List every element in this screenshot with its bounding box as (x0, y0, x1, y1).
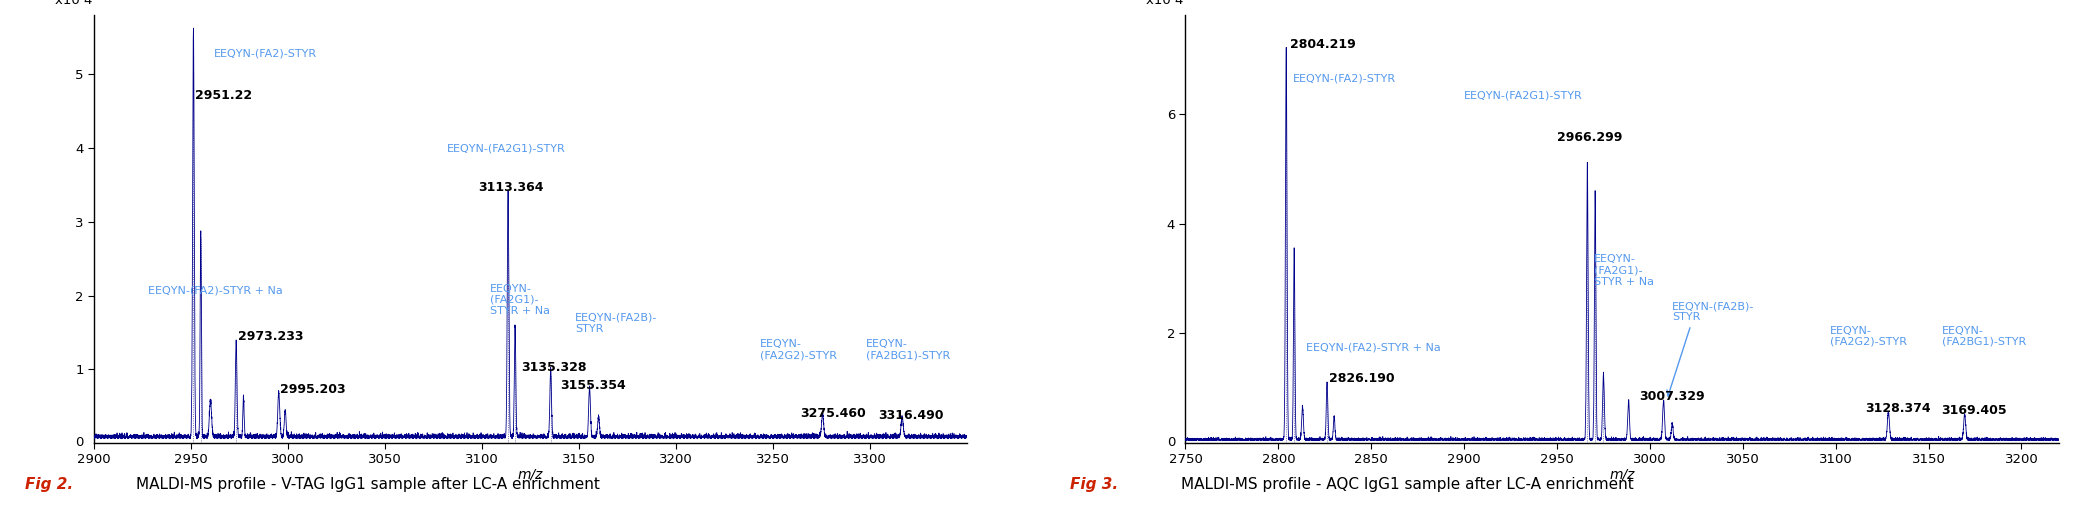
Text: EEQYN-
(FA2G1)-
STYR + Na: EEQYN- (FA2G1)- STYR + Na (489, 284, 550, 316)
Text: x10 4: x10 4 (54, 0, 92, 7)
Text: 2804.219: 2804.219 (1290, 38, 1354, 51)
Text: Fig 2.: Fig 2. (25, 477, 73, 492)
Text: EEQYN-
(FA2BG1)-STYR: EEQYN- (FA2BG1)-STYR (1942, 326, 2025, 347)
Text: 2951.22: 2951.22 (194, 90, 253, 102)
Text: 2966.299: 2966.299 (1557, 131, 1622, 144)
Text: EEQYN-(FA2)-STYR: EEQYN-(FA2)-STYR (1294, 74, 1396, 84)
Text: EEQYN-
(FA2G2)-STYR: EEQYN- (FA2G2)-STYR (1831, 326, 1908, 347)
Text: MALDI-MS profile - AQC IgG1 sample after LC-A enrichment: MALDI-MS profile - AQC IgG1 sample after… (1181, 477, 1634, 492)
Text: 3135.328: 3135.328 (520, 362, 587, 374)
Text: 3316.490: 3316.490 (878, 409, 943, 422)
Text: 3128.374: 3128.374 (1866, 402, 1931, 415)
Text: EEQYN-(FA2)-STYR + Na: EEQYN-(FA2)-STYR + Na (1306, 342, 1440, 352)
Text: x10 4: x10 4 (1145, 0, 1183, 7)
Text: EEQYN-
(FA2G2)-STYR: EEQYN- (FA2G2)-STYR (759, 339, 836, 360)
Text: 3155.354: 3155.354 (560, 379, 625, 392)
Text: 2973.233: 2973.233 (238, 331, 303, 344)
Text: EEQYN-(FA2B)-
STYR: EEQYN-(FA2B)- STYR (575, 313, 658, 334)
Text: 0: 0 (75, 436, 84, 450)
Text: 3007.329: 3007.329 (1639, 390, 1705, 403)
Text: EEQYN-(FA2B)-
STYR: EEQYN-(FA2B)- STYR (1672, 301, 1756, 322)
Text: 2995.203: 2995.203 (280, 384, 347, 397)
Text: EEQYN-
(FA2G1)-
STYR + Na: EEQYN- (FA2G1)- STYR + Na (1595, 254, 1653, 287)
Text: MALDI-MS profile - V-TAG IgG1 sample after LC-A enrichment: MALDI-MS profile - V-TAG IgG1 sample aft… (136, 477, 600, 492)
Text: 3169.405: 3169.405 (1942, 404, 2006, 417)
Text: EEQYN-(FA2G1)-STYR: EEQYN-(FA2G1)-STYR (447, 143, 566, 153)
Text: Fig 3.: Fig 3. (1070, 477, 1118, 492)
Text: 0: 0 (1166, 436, 1175, 450)
X-axis label: m/z: m/z (1609, 468, 1634, 482)
Text: 2826.190: 2826.190 (1329, 372, 1394, 385)
X-axis label: m/z: m/z (518, 468, 543, 482)
Text: 3113.364: 3113.364 (479, 181, 543, 194)
Text: EEQYN-(FA2)-STYR + Na: EEQYN-(FA2)-STYR + Na (148, 285, 282, 296)
Text: 3275.460: 3275.460 (800, 407, 865, 420)
Text: EEQYN-(FA2)-STYR: EEQYN-(FA2)-STYR (215, 48, 318, 58)
Text: EEQYN-(FA2G1)-STYR: EEQYN-(FA2G1)-STYR (1465, 91, 1582, 100)
Text: EEQYN-
(FA2BG1)-STYR: EEQYN- (FA2BG1)-STYR (867, 339, 951, 360)
